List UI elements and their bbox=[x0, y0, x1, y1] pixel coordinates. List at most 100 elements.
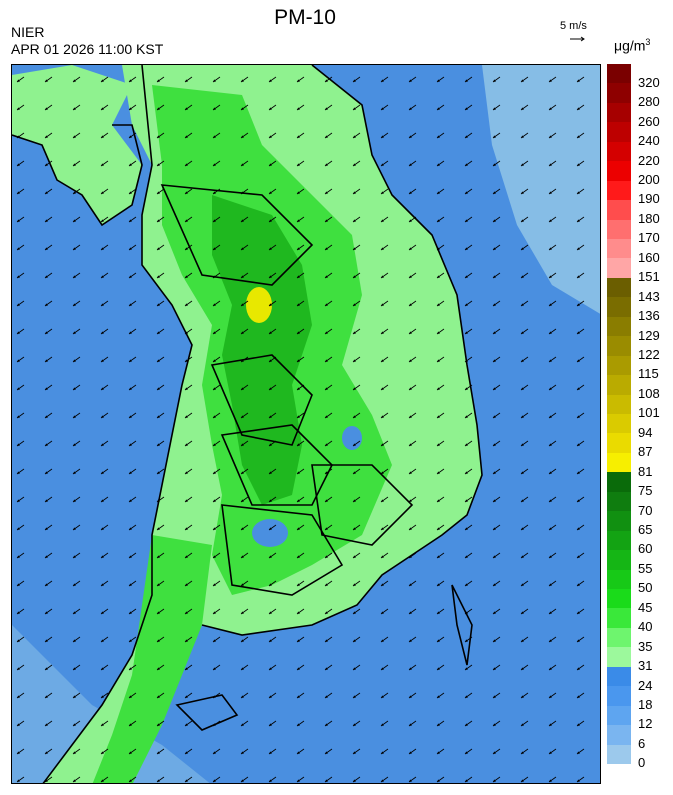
wind-arrow-head bbox=[45, 583, 48, 586]
wind-arrow-head bbox=[73, 247, 76, 250]
wind-arrow-head bbox=[577, 163, 580, 166]
wind-arrow-head bbox=[129, 191, 132, 194]
wind-arrow-head bbox=[185, 331, 188, 334]
wind-arrow-head bbox=[325, 135, 328, 138]
wind-arrow-head bbox=[269, 723, 272, 726]
wind-arrow-head bbox=[101, 583, 104, 586]
wind-arrow-head bbox=[101, 387, 104, 390]
wind-arrow-head bbox=[465, 107, 468, 110]
wind-arrow-head bbox=[493, 443, 496, 446]
wind-arrow-head bbox=[465, 471, 468, 474]
wind-arrow-head bbox=[269, 611, 272, 614]
legend-color-cell bbox=[607, 297, 631, 318]
wind-arrow-head bbox=[297, 499, 300, 502]
wind-arrow-head bbox=[101, 443, 104, 446]
wind-arrow-head bbox=[45, 779, 48, 782]
wind-arrow-head bbox=[157, 723, 160, 726]
wind-arrow-head bbox=[465, 751, 468, 754]
wind-arrow-head bbox=[157, 247, 160, 250]
wind-arrow-head bbox=[241, 667, 244, 670]
wind-arrow-head bbox=[409, 779, 412, 782]
wind-arrow-head bbox=[129, 135, 132, 138]
wind-arrow-head bbox=[101, 499, 104, 502]
wind-arrow-head bbox=[493, 247, 496, 250]
wind-arrow-head bbox=[45, 359, 48, 362]
wind-arrow-head bbox=[549, 751, 552, 754]
wind-arrow-head bbox=[521, 359, 524, 362]
legend-tick-label: 24 bbox=[638, 677, 653, 693]
wind-arrow-head bbox=[465, 499, 468, 502]
wind-arrow-head bbox=[381, 107, 384, 110]
legend-tick-label: 81 bbox=[638, 463, 653, 479]
wind-arrow-head bbox=[157, 611, 160, 614]
legend-tick-label: 60 bbox=[638, 541, 653, 557]
legend-tick-label: 65 bbox=[638, 521, 653, 537]
wind-arrow-head bbox=[493, 695, 496, 698]
wind-arrow-head bbox=[577, 667, 580, 670]
wind-arrow-head bbox=[325, 163, 328, 166]
wind-arrow-head bbox=[437, 667, 440, 670]
wind-arrow-head bbox=[101, 107, 104, 110]
wind-arrow-head bbox=[493, 639, 496, 642]
wind-arrow-head bbox=[185, 443, 188, 446]
wind-arrow-head bbox=[437, 415, 440, 418]
wind-arrow-head bbox=[157, 303, 160, 306]
legend-tick-label: 122 bbox=[638, 346, 660, 362]
wind-arrow-head bbox=[185, 667, 188, 670]
wind-arrow-head bbox=[269, 779, 272, 782]
wind-arrow-head bbox=[549, 219, 552, 222]
wind-arrow-head bbox=[45, 331, 48, 334]
legend-tick-label: 108 bbox=[638, 385, 660, 401]
wind-arrow-head bbox=[465, 415, 468, 418]
wind-arrow-head bbox=[17, 219, 20, 222]
wind-arrow-head bbox=[577, 247, 580, 250]
wind-arrow-head bbox=[157, 583, 160, 586]
wind-arrow-head bbox=[577, 415, 580, 418]
wind-arrow-head bbox=[101, 639, 104, 642]
wind-arrow-head bbox=[409, 303, 412, 306]
wind-arrow-head bbox=[269, 639, 272, 642]
legend-color-cell bbox=[607, 666, 631, 687]
wind-arrow-head bbox=[437, 247, 440, 250]
legend-tick-label: 94 bbox=[638, 424, 653, 440]
wind-arrow-head bbox=[381, 191, 384, 194]
wind-arrow-head bbox=[521, 303, 524, 306]
wind-arrow-head bbox=[129, 79, 132, 82]
legend-color-cell bbox=[607, 472, 631, 493]
wind-arrow-head bbox=[521, 499, 524, 502]
wind-arrow-head bbox=[17, 555, 20, 558]
forecast-datetime: APR 01 2026 11:00 KST bbox=[11, 41, 164, 57]
wind-arrow-head bbox=[353, 611, 356, 614]
wind-arrow-head bbox=[213, 275, 216, 278]
wind-arrow-head bbox=[101, 695, 104, 698]
wind-arrow-head bbox=[157, 443, 160, 446]
wind-arrow-head bbox=[549, 107, 552, 110]
wind-arrow-head bbox=[465, 135, 468, 138]
wind-arrow-head bbox=[185, 583, 188, 586]
legend-color-cell bbox=[607, 102, 631, 123]
wind-arrow-head bbox=[409, 331, 412, 334]
legend-color-cell bbox=[607, 277, 631, 298]
wind-arrow-head bbox=[521, 779, 524, 782]
wind-arrow-head bbox=[465, 163, 468, 166]
wind-arrow-head bbox=[297, 331, 300, 334]
pm10-concentration-map[interactable] bbox=[11, 64, 601, 784]
sea-far-area bbox=[482, 65, 600, 314]
wind-arrow-head bbox=[493, 135, 496, 138]
wind-arrow-head bbox=[353, 163, 356, 166]
wind-arrow-head bbox=[45, 723, 48, 726]
wind-arrow-head bbox=[101, 667, 104, 670]
wind-arrow-head bbox=[297, 527, 300, 530]
wind-arrow-head bbox=[157, 163, 160, 166]
wind-arrow-head bbox=[185, 415, 188, 418]
wind-arrow-head bbox=[437, 639, 440, 642]
wind-arrow-head bbox=[577, 191, 580, 194]
wind-arrow-head bbox=[17, 471, 20, 474]
legend-tick-label: 75 bbox=[638, 483, 653, 499]
wind-arrow-head bbox=[185, 555, 188, 558]
reference-vector-arrow-icon bbox=[570, 36, 585, 42]
wind-arrow-head bbox=[521, 107, 524, 110]
wind-arrow-head bbox=[465, 779, 468, 782]
wind-arrow-head bbox=[409, 387, 412, 390]
legend-tick-label: 170 bbox=[638, 230, 660, 246]
